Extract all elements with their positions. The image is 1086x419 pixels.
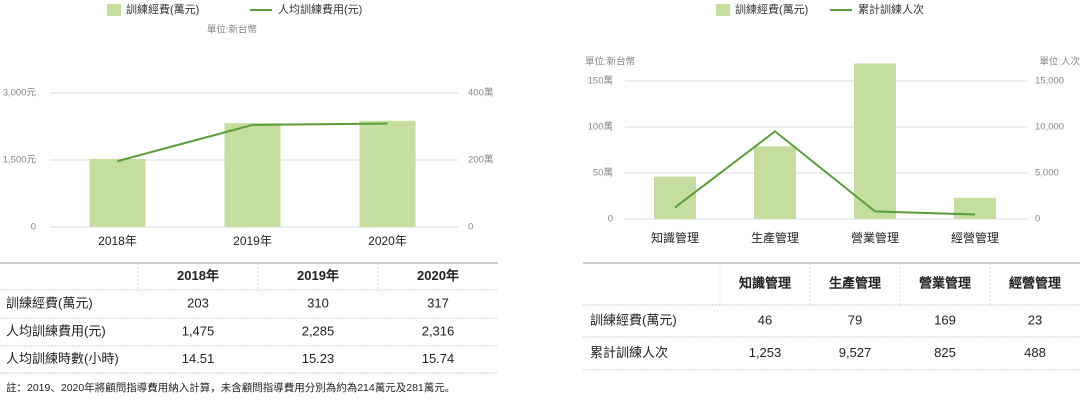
legend-label: 累計訓練人次	[858, 2, 924, 16]
y2-tick-label: 5,000	[1035, 168, 1059, 179]
table-header: 經營管理	[1009, 275, 1061, 290]
legend-label: 人均訓練費用(元)	[278, 2, 362, 16]
legend-swatch	[107, 4, 121, 16]
y-tick-label: 150萬	[588, 75, 613, 87]
row-label: 人均訓練時數(小時)	[6, 351, 119, 366]
line	[117, 122, 388, 163]
y2-tick-label: 400萬	[468, 87, 493, 99]
chart-subtitle: 單位:新台幣	[207, 24, 258, 36]
table-header: 2018年	[177, 268, 219, 283]
table-cell: 2,316	[422, 323, 455, 338]
x-tick-label: 2018年	[98, 234, 137, 248]
table-cell: 169	[934, 312, 956, 327]
x-tick-label: 經營管理	[951, 230, 999, 245]
line	[674, 130, 976, 216]
table-header: 生產管理	[829, 275, 881, 290]
x-tick-label: 知識管理	[651, 230, 699, 245]
table-cell: 1,253	[749, 345, 782, 360]
bar	[954, 197, 996, 219]
chart-subtitle: 單位:新台幣	[585, 56, 636, 68]
legend-swatch	[716, 4, 730, 16]
row-label: 人均訓練費用(元)	[6, 323, 106, 338]
bar	[224, 123, 281, 227]
table-cell: 79	[848, 312, 862, 327]
table-header: 知識管理	[739, 275, 791, 290]
legend-label: 訓練經費(萬元)	[735, 2, 808, 16]
table-cell: 310	[307, 295, 329, 310]
table-cell: 488	[1024, 345, 1046, 360]
y2-tick-label: 200萬	[468, 154, 493, 166]
table-cell: 825	[934, 345, 956, 360]
bar	[89, 158, 146, 227]
bar	[854, 63, 896, 219]
bar	[754, 146, 796, 219]
table-cell: 2,285	[302, 323, 335, 338]
table-cell: 23	[1028, 312, 1042, 327]
table-cell: 15.74	[422, 351, 455, 366]
bar	[359, 120, 416, 227]
table-cell: 15.23	[302, 351, 335, 366]
table-cell: 9,527	[839, 345, 872, 360]
chart-subtitle: 單位:人次	[1039, 56, 1080, 68]
y-tick-label: 1,500元	[3, 155, 37, 166]
y2-tick-label: 0	[1035, 214, 1040, 225]
table-header: 2019年	[297, 268, 339, 283]
x-tick-label: 生產管理	[751, 230, 799, 245]
row-label: 累計訓練人次	[590, 345, 668, 360]
table-header: 營業管理	[919, 275, 971, 290]
y-tick-label: 100萬	[588, 121, 613, 133]
x-tick-label: 2020年	[368, 234, 407, 248]
row-label: 訓練經費(萬元)	[6, 295, 93, 310]
row-label: 訓練經費(萬元)	[590, 312, 677, 327]
y-tick-label: 50萬	[593, 167, 613, 179]
note: 註：2019、2020年將顧問指導費用納入計算，未含顧問指導費用分別為約為214…	[6, 381, 455, 394]
x-tick-label: 2019年	[233, 234, 272, 248]
bar	[654, 176, 696, 219]
legend-label: 訓練經費(萬元)	[126, 2, 199, 16]
y-tick-label: 0	[608, 214, 613, 225]
table-cell: 203	[187, 295, 209, 310]
y-tick-label: 3,000元	[3, 88, 37, 99]
table-cell: 46	[758, 312, 772, 327]
y2-tick-label: 15,000	[1035, 76, 1064, 87]
y2-tick-label: 0	[468, 222, 473, 233]
table-cell: 14.51	[182, 351, 215, 366]
table-cell: 1,475	[182, 323, 215, 338]
table-header: 2020年	[417, 268, 459, 283]
x-tick-label: 營業管理	[851, 230, 899, 245]
table-cell: 317	[427, 295, 449, 310]
y2-tick-label: 10,000	[1035, 122, 1064, 133]
y-tick-label: 0	[31, 222, 36, 233]
